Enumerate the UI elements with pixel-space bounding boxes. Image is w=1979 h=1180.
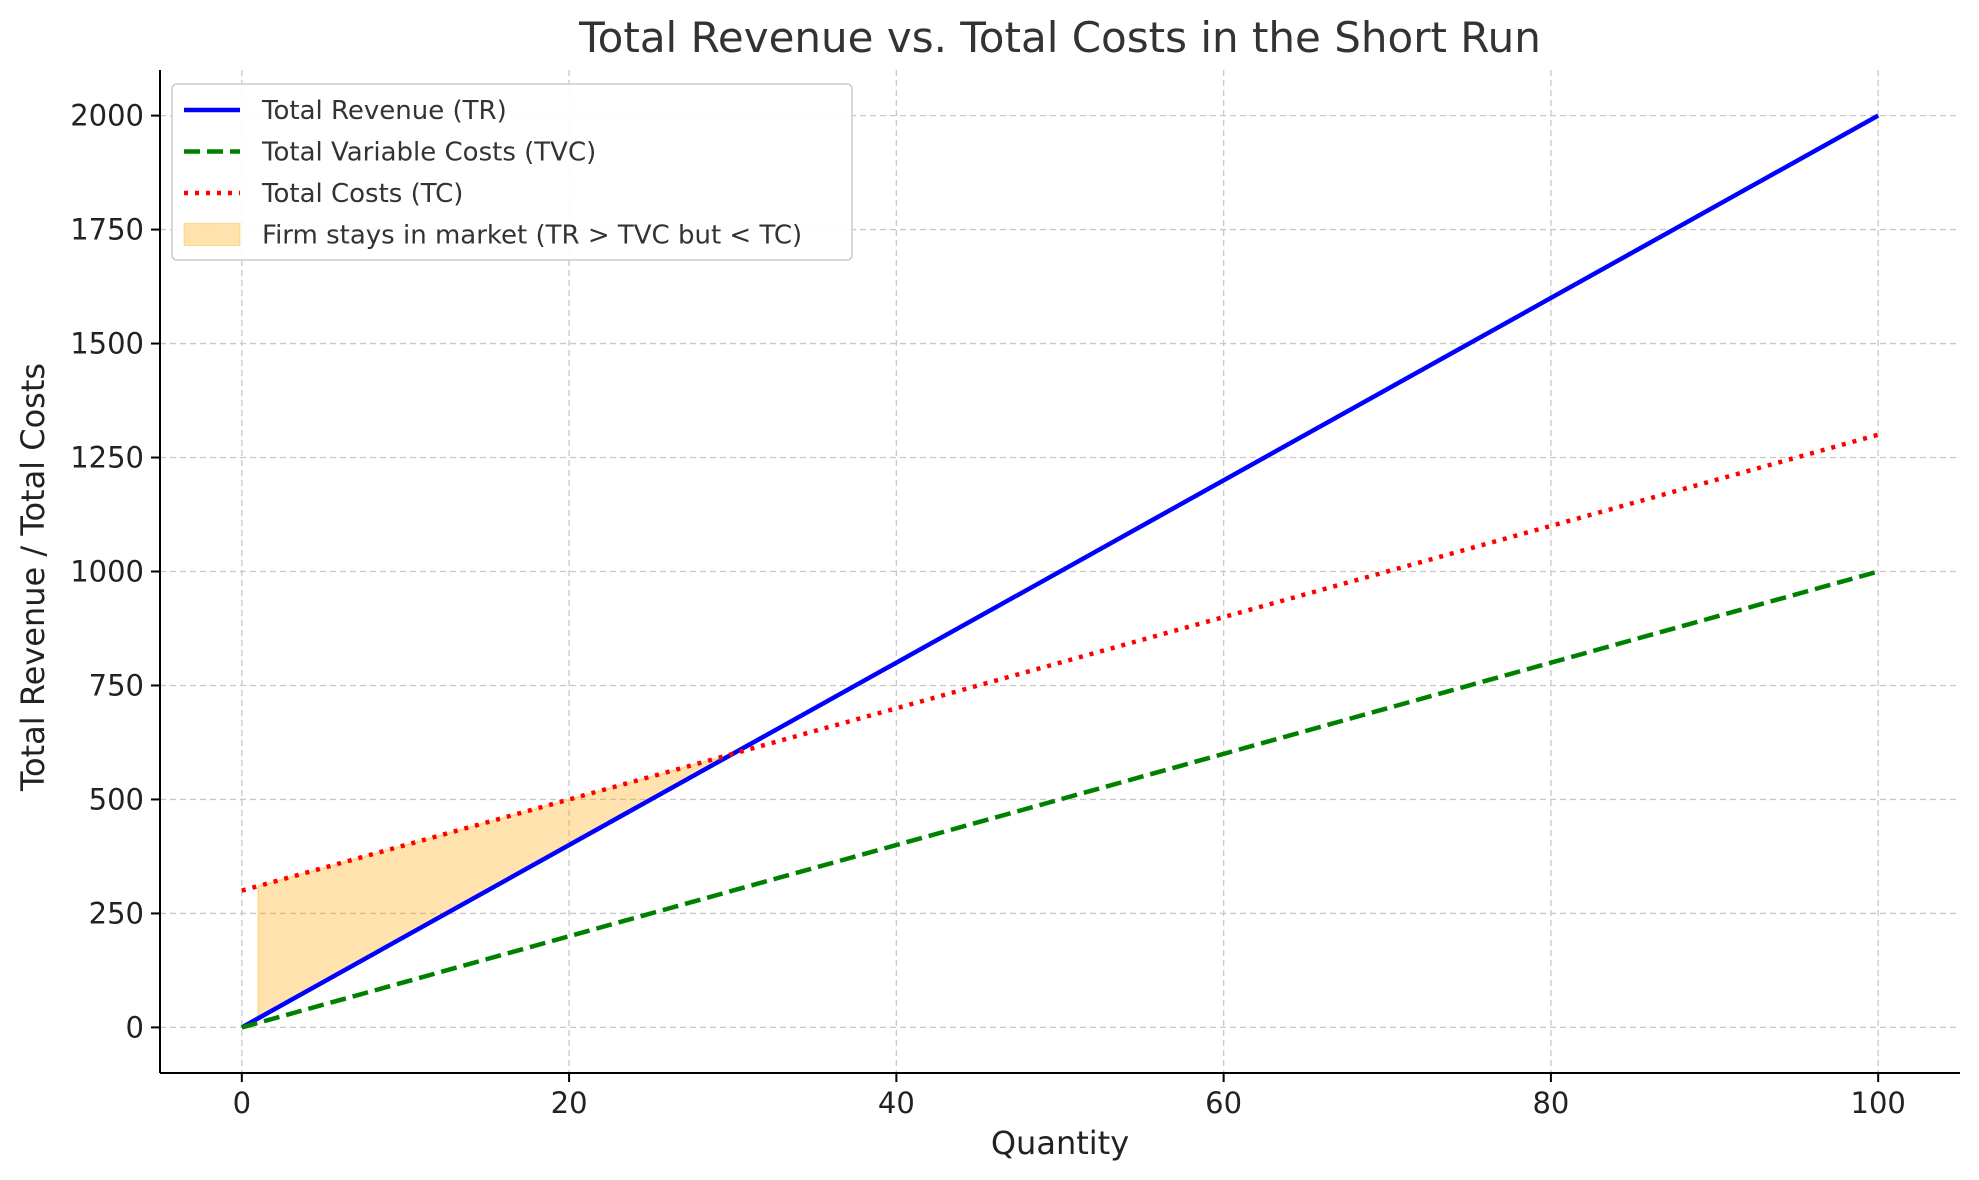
x-tick-label: 100 (1851, 1086, 1906, 1120)
y-tick-label: 250 (89, 896, 144, 930)
series-layer (240, 113, 1880, 1030)
y-tick-label: 1000 (70, 555, 144, 589)
y-tick-label: 500 (89, 782, 144, 816)
y-tick-label: 1750 (70, 213, 144, 247)
x-tick-label: 40 (878, 1086, 915, 1120)
legend-label: Total Revenue (TR) (261, 96, 507, 126)
x-tick-label: 80 (1532, 1086, 1569, 1120)
y-tick-label: 2000 (70, 99, 144, 133)
legend-label: Total Costs (TC) (261, 179, 463, 209)
legend-swatch-fill (183, 223, 241, 246)
legend-label: Firm stays in market (TR > TVC but < TC) (262, 221, 802, 251)
x-axis-label: Quantity (991, 1124, 1129, 1162)
x-tick-label: 60 (1205, 1086, 1242, 1120)
chart-title: Total Revenue vs. Total Costs in the Sho… (578, 13, 1541, 62)
legend: Total Revenue (TR) Total Variable Costs (… (171, 83, 853, 261)
series-line-total-costs-tc (241, 432, 1879, 893)
y-tick-label: 1500 (70, 327, 144, 361)
y-axis-label: Total Revenue / Total Costs (14, 363, 52, 792)
y-tick-label: 1250 (70, 441, 144, 475)
legend-box (171, 83, 853, 261)
y-tick-label: 750 (89, 668, 144, 702)
series-line-total-variable-costs-tvc (241, 569, 1879, 1030)
x-tick-label: 20 (551, 1086, 588, 1120)
x-tick-label: 0 (233, 1086, 251, 1120)
y-tick-label: 0 (126, 1010, 144, 1044)
legend-label: Total Variable Costs (TVC) (261, 138, 596, 168)
ticks: 0 20 40 60 80 1000250500750100012501500175020… (70, 99, 1906, 1120)
series-line-total-revenue-tr (240, 113, 1880, 1030)
